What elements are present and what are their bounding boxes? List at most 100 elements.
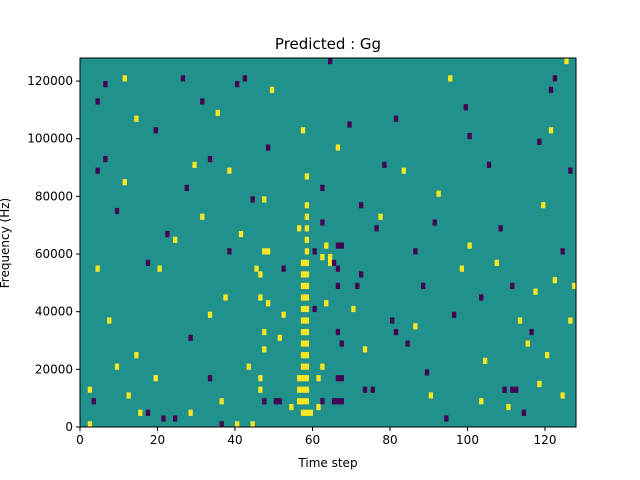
heatmap-cell <box>153 375 158 382</box>
heatmap-cell <box>165 230 170 238</box>
x-tick-label: 80 <box>382 433 397 447</box>
heatmap-cell <box>250 421 255 428</box>
heatmap-cell <box>300 271 306 278</box>
x-tick-label: 60 <box>305 433 320 447</box>
heatmap-cell <box>235 421 240 428</box>
heatmap-cell <box>393 328 399 336</box>
heatmap-cell <box>432 219 437 226</box>
heatmap-cell <box>300 409 306 416</box>
heatmap-cell <box>304 317 310 324</box>
heatmap-cell <box>227 248 232 255</box>
heatmap-cell <box>467 132 472 140</box>
heatmap-cell <box>316 403 321 411</box>
heatmap-cell <box>207 375 213 382</box>
heatmap-cell <box>548 127 554 134</box>
heatmap-cell <box>335 282 341 290</box>
heatmap-cell <box>320 398 325 405</box>
heatmap-cell <box>393 115 399 122</box>
x-axis-label: Time step <box>297 456 357 470</box>
y-tick-label: 80000 <box>35 189 73 203</box>
heatmap-cell <box>227 167 232 174</box>
heatmap-cell <box>351 305 356 313</box>
heatmap-cell <box>300 398 306 405</box>
heatmap-cell <box>428 392 434 399</box>
heatmap-cell <box>498 225 503 232</box>
heatmap-cell <box>359 202 364 209</box>
heatmap-cell <box>312 305 317 313</box>
heatmap-cell <box>413 248 418 255</box>
heatmap-cell <box>126 392 131 399</box>
heatmap-cell <box>421 282 426 290</box>
heatmap-cell <box>297 375 302 382</box>
heatmap-cell <box>304 386 310 393</box>
heatmap-cell <box>269 86 275 93</box>
heatmap-cell <box>362 386 368 393</box>
heatmap-cell <box>173 236 178 243</box>
heatmap-cell <box>541 202 546 209</box>
heatmap-cell <box>463 104 468 111</box>
heatmap-cell <box>281 265 286 272</box>
heatmap-cell <box>262 248 267 255</box>
heatmap-cell <box>262 398 267 405</box>
heatmap-cell <box>266 248 271 255</box>
heatmap-cell <box>448 75 453 82</box>
heatmap-cell <box>335 328 341 336</box>
heatmap-cell <box>413 323 418 330</box>
heatmap-cell <box>300 375 306 382</box>
x-tick-label: 0 <box>76 433 84 447</box>
heatmap-cell <box>246 363 251 370</box>
y-tick-label: 100000 <box>27 132 73 146</box>
heatmap-cell <box>320 184 325 192</box>
heatmap-cell <box>560 248 565 255</box>
heatmap-cell <box>266 144 271 151</box>
heatmap-cell <box>266 300 271 307</box>
heatmap-cell <box>328 254 333 261</box>
heatmap-cell <box>262 196 267 203</box>
x-tick-label: 40 <box>227 433 242 447</box>
heatmap-cell <box>297 225 302 232</box>
heatmap-cell <box>514 386 519 393</box>
heatmap-cell <box>304 294 310 301</box>
y-tick-label: 60000 <box>35 247 73 261</box>
heatmap-cell <box>335 398 341 405</box>
heatmap-cell <box>87 421 93 428</box>
heatmap-cell <box>479 398 484 405</box>
heatmap-cell <box>506 403 511 411</box>
heatmap-cell <box>370 386 375 393</box>
heatmap-cell <box>312 248 317 255</box>
heatmap-cell <box>95 167 100 174</box>
heatmap-cell <box>324 300 329 307</box>
heatmap-cell <box>188 409 193 416</box>
heatmap-cell <box>91 398 96 405</box>
heatmap-cell <box>281 311 286 318</box>
heatmap-cell <box>262 346 267 353</box>
heatmap-cell <box>328 58 333 65</box>
heatmap-cell <box>459 265 465 272</box>
heatmap-cell <box>200 98 205 105</box>
heatmap-cell <box>479 294 484 301</box>
heatmap-cell <box>304 398 310 405</box>
heatmap-cell <box>258 386 263 393</box>
heatmap-cell <box>107 317 112 324</box>
heatmap-cell <box>510 282 515 290</box>
heatmap-cell <box>564 58 569 65</box>
heatmap-cell <box>200 213 205 220</box>
heatmap-cell <box>335 265 341 272</box>
heatmap-cell <box>273 398 279 405</box>
heatmap-cell <box>238 230 244 238</box>
heatmap-cell <box>300 386 306 393</box>
heatmap-cell <box>122 75 127 82</box>
plot-frame <box>79 57 577 428</box>
heatmap-cell <box>300 282 306 290</box>
heatmap-cell <box>405 340 410 347</box>
heatmap-cell <box>304 305 310 313</box>
heatmap-cell <box>382 161 387 168</box>
heatmap-cell <box>517 317 523 324</box>
heatmap-cell <box>173 415 178 422</box>
heatmap-cell <box>300 294 306 301</box>
heatmap-cell <box>572 282 577 290</box>
heatmap-cell <box>483 357 488 364</box>
heatmap-cell <box>320 363 325 370</box>
heatmap-cell <box>138 409 143 416</box>
heatmap-cell <box>378 213 383 220</box>
